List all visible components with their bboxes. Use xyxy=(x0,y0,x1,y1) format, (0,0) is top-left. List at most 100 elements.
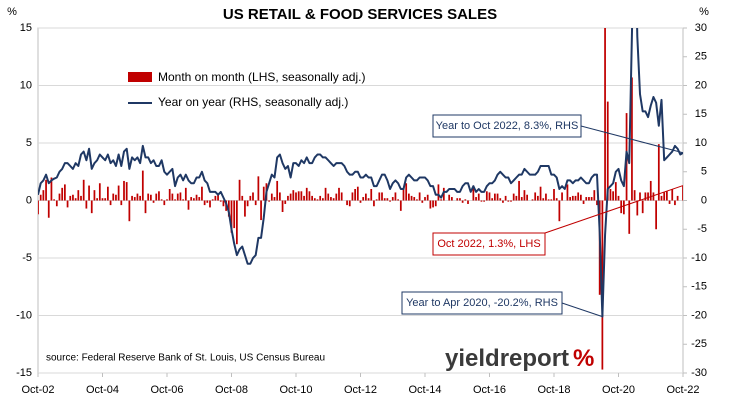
bar xyxy=(308,191,311,201)
x-tick-label: Oct-02 xyxy=(21,384,54,396)
bar xyxy=(209,200,211,208)
y2-tick-label: 25 xyxy=(695,51,707,63)
bar xyxy=(467,200,469,204)
bar xyxy=(190,197,193,201)
bar xyxy=(429,200,432,209)
bar xyxy=(47,200,50,218)
x-tick-label: Oct-14 xyxy=(408,384,441,396)
bar xyxy=(537,195,539,201)
bar xyxy=(332,198,335,201)
y2-tick-label: 0 xyxy=(701,194,707,206)
y2-tick-label: -25 xyxy=(691,338,707,350)
bar xyxy=(295,192,297,201)
bar xyxy=(655,200,657,230)
bar xyxy=(424,197,426,201)
bar xyxy=(518,180,520,201)
bar xyxy=(383,198,386,201)
y2-tick-label: 30 xyxy=(695,22,707,34)
bar xyxy=(45,179,47,201)
bar xyxy=(512,193,515,201)
logo: yieldreport% xyxy=(445,345,594,372)
bar xyxy=(504,195,507,201)
bar xyxy=(402,189,405,201)
bar xyxy=(378,192,381,201)
bar xyxy=(246,200,249,207)
bar xyxy=(152,200,155,203)
bar xyxy=(373,200,375,207)
bar xyxy=(82,179,85,201)
bar xyxy=(61,187,64,201)
bar xyxy=(480,200,483,202)
bar xyxy=(657,144,660,201)
bar xyxy=(203,200,206,206)
bar xyxy=(434,200,437,207)
bar xyxy=(107,186,109,201)
chart-title: US RETAIL & FOOD SERVICES SALES xyxy=(223,6,497,23)
legend-label: Month on month (LHS, seasonally adj.) xyxy=(158,70,365,84)
bar xyxy=(58,193,61,201)
bar xyxy=(666,191,668,201)
bar xyxy=(623,200,625,215)
bar xyxy=(50,177,53,201)
bar xyxy=(273,197,276,201)
bar xyxy=(39,194,42,201)
bar xyxy=(397,199,399,201)
bar xyxy=(671,189,674,201)
bar xyxy=(254,200,257,206)
bar xyxy=(649,180,652,201)
x-tick-label: Oct-12 xyxy=(344,384,377,396)
bar xyxy=(305,187,308,201)
bar xyxy=(477,193,480,201)
bar xyxy=(93,190,96,201)
bar xyxy=(69,195,72,201)
bar xyxy=(475,197,477,201)
y-tick-label: 0 xyxy=(26,194,32,206)
bar xyxy=(53,199,55,201)
bar xyxy=(547,199,550,201)
bar xyxy=(335,193,338,201)
bar xyxy=(348,200,351,207)
bar xyxy=(399,200,402,211)
bar xyxy=(268,200,270,202)
bar xyxy=(356,186,359,201)
bar xyxy=(284,200,287,204)
bar xyxy=(483,200,485,202)
annotation: Year to Apr 2020, -20.2%, RHS xyxy=(406,297,558,309)
bar xyxy=(574,195,577,201)
bar xyxy=(150,194,152,201)
bar xyxy=(123,180,125,201)
bar xyxy=(408,193,410,201)
bar xyxy=(327,193,330,201)
y2-tick-label: 15 xyxy=(695,108,707,120)
bar xyxy=(144,200,147,214)
bar xyxy=(593,190,596,201)
bar xyxy=(674,200,676,206)
y-tick-label: -15 xyxy=(16,367,32,379)
bar xyxy=(391,197,394,201)
bar xyxy=(641,200,644,214)
x-tick-label: Oct-20 xyxy=(602,384,635,396)
bar xyxy=(502,200,504,203)
bar xyxy=(133,197,136,201)
bar xyxy=(297,191,300,201)
bar xyxy=(531,199,534,201)
bar xyxy=(494,193,496,201)
bar xyxy=(42,190,45,201)
y-tick-label: 5 xyxy=(26,137,32,149)
bar xyxy=(604,28,606,201)
source: source: Federal Reserve Bank of St. Loui… xyxy=(46,353,325,364)
line xyxy=(38,28,683,318)
bar xyxy=(437,184,440,201)
bar xyxy=(515,195,518,201)
bar xyxy=(201,186,203,201)
bar xyxy=(176,193,179,201)
y2-tick-label: 5 xyxy=(701,166,707,178)
y-tick-label: -10 xyxy=(16,309,32,321)
bar xyxy=(499,198,502,201)
bar xyxy=(184,187,187,201)
bar xyxy=(520,197,523,201)
bar xyxy=(582,200,585,204)
y2-tick-label: -10 xyxy=(691,252,707,264)
bar xyxy=(319,195,322,201)
